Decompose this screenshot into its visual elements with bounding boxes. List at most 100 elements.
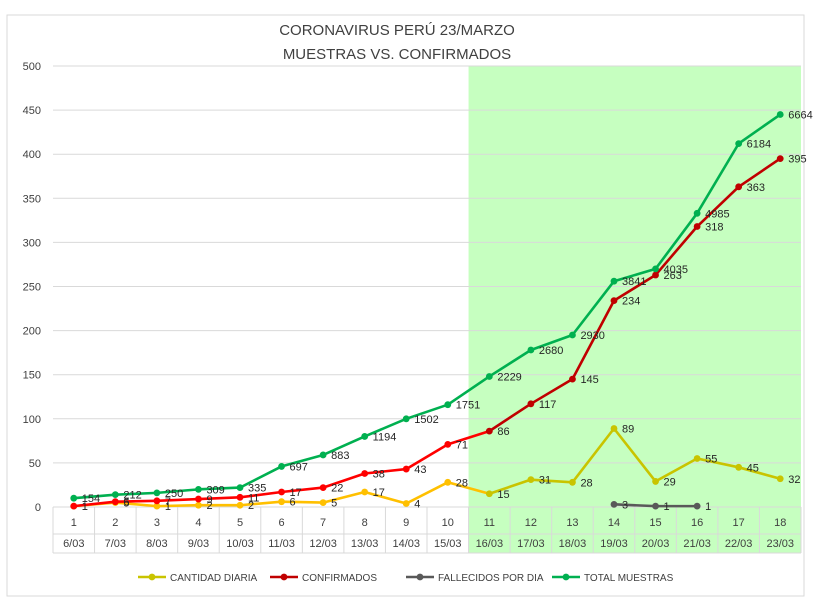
x-tick-label-date: 10/03 (226, 538, 254, 550)
data-point-confirmados (111, 498, 119, 506)
data-label-cantidad-diaria: 32 (788, 474, 800, 486)
x-tick-label-date: 9/03 (188, 538, 209, 550)
series-segment-cantidad-diaria (737, 466, 782, 481)
series-segment-total-muestras (446, 375, 491, 406)
data-label-total-muestras: 335 (248, 483, 266, 495)
data-label-total-muestras: 1751 (456, 400, 480, 412)
data-label-cantidad-diaria: 15 (497, 489, 509, 501)
series-segment-confirmados (488, 402, 533, 433)
data-point-total-muestras (610, 277, 618, 285)
data-point-total-muestras (485, 373, 493, 380)
chart-title: CORONAVIRUS PERÚ 23/MARZO (279, 22, 515, 39)
data-label-total-muestras: 1194 (373, 431, 397, 443)
series-segment-cantidad-diaria (280, 500, 325, 504)
data-label-total-muestras: 6664 (788, 110, 812, 122)
series-segment-cantidad-diaria (612, 427, 657, 483)
y-tick-label: 200 (23, 326, 41, 338)
x-tick-label-date: 19/03 (600, 538, 628, 550)
data-label-total-muestras: 697 (290, 461, 308, 473)
series-segment-confirmados (72, 500, 117, 508)
series-segment-confirmados (571, 299, 616, 381)
data-label-cantidad-diaria: 28 (456, 477, 468, 489)
data-label-cantidad-diaria: 5 (331, 498, 337, 510)
data-label-confirmados: 71 (456, 439, 468, 451)
series-segment-confirmados (654, 225, 699, 277)
data-point-confirmados (485, 427, 493, 435)
data-label-total-muestras: 883 (331, 450, 349, 462)
data-point-confirmados (236, 493, 244, 501)
series-segment-confirmados (529, 377, 574, 406)
data-point-cantidad-diaria (776, 475, 784, 483)
series-segment-total-muestras (488, 348, 533, 378)
x-tick-label-date: 18/03 (559, 538, 587, 550)
x-tick-label-index: 9 (403, 517, 409, 529)
x-tick-label-date: 16/03 (476, 538, 504, 550)
data-point-fallecidos-por-dia (652, 502, 659, 510)
data-label-confirmados: 43 (414, 464, 426, 476)
data-label-total-muestras: 3841 (622, 276, 646, 288)
x-tick-label-index: 12 (525, 517, 537, 529)
series-segment-cantidad-diaria (404, 481, 450, 505)
data-point-cantidad-diaria (361, 488, 369, 496)
series-segment-total-muestras (612, 267, 657, 283)
x-tick-label-date: 12/03 (309, 538, 337, 550)
y-tick-label: 450 (23, 105, 41, 117)
data-label-cantidad-diaria: 28 (580, 477, 592, 489)
data-point-confirmados (693, 223, 701, 230)
data-label-confirmados: 145 (580, 374, 598, 386)
series-segment-confirmados (737, 157, 782, 189)
data-point-cantidad-diaria (153, 502, 161, 510)
data-point-confirmados (652, 271, 659, 279)
data-point-confirmados (153, 497, 161, 505)
data-point-total-muestras (278, 463, 285, 470)
x-tick-label-index: 13 (566, 517, 578, 529)
x-tick-label-date: 15/03 (434, 538, 462, 550)
series-segment-confirmados (363, 467, 408, 475)
data-point-confirmados (610, 297, 618, 305)
x-tick-label-date: 22/03 (725, 538, 753, 550)
legend-marker-confirmados (280, 573, 288, 581)
series-layer (70, 111, 784, 510)
series-segment-cantidad-diaria (321, 490, 366, 504)
data-point-confirmados (319, 484, 327, 491)
x-tick-label-date: 13/03 (351, 538, 379, 550)
x-tick-label-index: 10 (442, 517, 454, 529)
x-tick-label-index: 2 (112, 517, 118, 529)
series-segment-total-muestras (695, 142, 740, 215)
x-tick-label-index: 15 (649, 517, 661, 529)
series-segment-total-muestras (72, 493, 117, 500)
data-point-confirmados (776, 155, 784, 163)
data-label-cantidad-diaria: 4 (414, 498, 420, 510)
data-label-confirmados: 7 (165, 496, 171, 508)
series-segment-cantidad-diaria (238, 500, 283, 507)
series-segment-confirmados (197, 495, 242, 501)
data-point-cantidad-diaria (402, 500, 410, 507)
data-label-total-muestras: 2680 (539, 345, 563, 357)
series-segment-total-muestras (737, 113, 782, 145)
data-point-fallecidos-por-dia (693, 502, 701, 510)
x-tick-label-index: 3 (154, 517, 160, 529)
series-segment-total-muestras (155, 488, 200, 495)
x-tick-label-index: 5 (237, 517, 243, 529)
data-point-confirmados (444, 440, 452, 448)
series-segment-total-muestras (238, 465, 283, 489)
data-point-total-muestras (153, 489, 161, 497)
y-tick-label: 150 (23, 370, 41, 382)
x-tick-label-index: 4 (195, 517, 201, 529)
series-segment-total-muestras (404, 403, 450, 421)
legend-label-cantidad-diaria: CANTIDAD DIARIA (170, 573, 258, 584)
series-segment-total-muestras (114, 491, 159, 496)
data-point-total-muestras (569, 331, 576, 339)
y-tick-label: 250 (23, 282, 41, 294)
data-point-total-muestras (70, 494, 78, 502)
x-tick-label-index: 17 (733, 517, 745, 529)
x-tick-label-index: 6 (278, 517, 284, 529)
data-label-cantidad-diaria: 55 (705, 453, 717, 465)
data-label-total-muestras: 2930 (580, 330, 604, 342)
data-point-confirmados (70, 502, 78, 510)
x-tick-label-date: 21/03 (683, 538, 711, 550)
data-point-total-muestras (236, 484, 244, 491)
legend-marker-total-muestras (562, 573, 570, 581)
x-tick-label-date: 6/03 (63, 538, 84, 550)
data-label-total-muestras: 309 (206, 484, 224, 496)
